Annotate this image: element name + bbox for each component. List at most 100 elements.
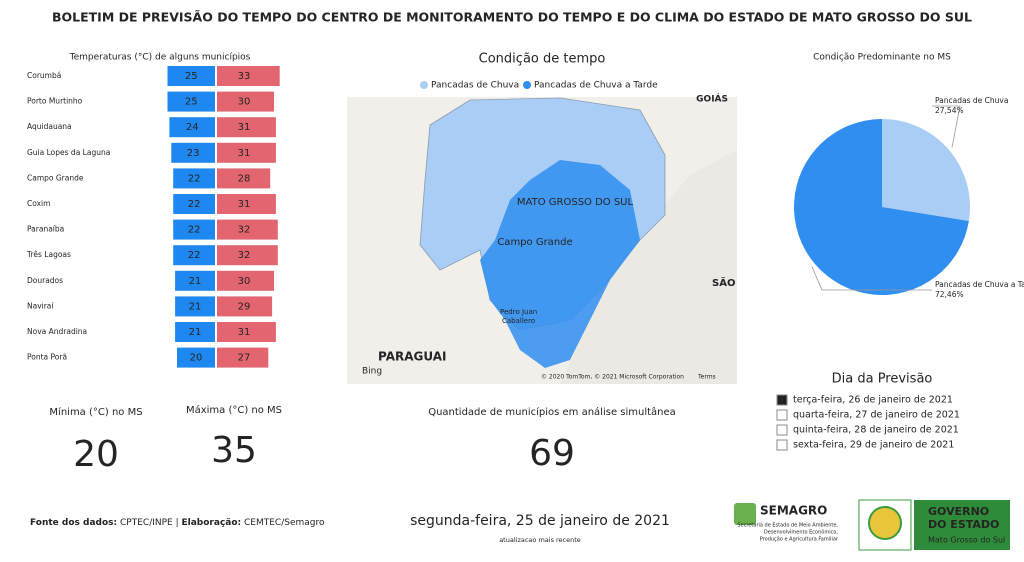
semagro-sub: Desenvolvimento Econômico, [764, 529, 839, 536]
bar [173, 168, 215, 189]
bar-label: 28 [238, 173, 251, 184]
bar [169, 117, 215, 138]
bar-label: 29 [238, 301, 251, 312]
category-label: Naviraí [27, 301, 54, 310]
category-label: Nova Andradina [27, 327, 87, 336]
kpi-value: 69 [529, 433, 575, 474]
legend-swatch [420, 81, 428, 89]
slicer-item[interactable]: quinta-feira, 28 de janeiro de 2021 [793, 425, 959, 436]
bar-label: 31 [238, 199, 251, 210]
bar-label: 22 [188, 173, 201, 184]
credit-label: Elaboração: [182, 518, 242, 528]
pie-slice [882, 119, 971, 221]
slicer-item[interactable]: terça-feira, 26 de janeiro de 2021 [793, 395, 953, 406]
credit-value: CEMTEC/Semagro [244, 518, 325, 528]
bar [217, 296, 273, 317]
map-label: Caballero [502, 317, 535, 325]
map-label: MATO GROSSO DO SUL [517, 197, 634, 208]
map-label: Pedro Juan [500, 308, 537, 316]
category-label: Dourados [27, 276, 63, 285]
footer-date: segunda-feira, 25 de janeiro de 2021 [410, 513, 670, 529]
footer-date-note: atualizacao mais recente [499, 536, 581, 544]
map-attribution: © 2020 TomTom, © 2021 Microsoft Corporat… [541, 374, 684, 381]
bar [217, 91, 274, 112]
checkbox[interactable] [776, 394, 788, 406]
slice-value: 72,46% [935, 290, 964, 299]
legend-label: Pancadas de Chuva [431, 81, 519, 91]
bar [217, 194, 276, 214]
pie-slice [794, 119, 969, 295]
leader-line [932, 105, 961, 148]
bar [173, 219, 215, 240]
bar-label: 31 [238, 122, 251, 133]
category-label: Corumbá [27, 71, 61, 80]
legend-swatch [523, 81, 531, 89]
slicer-title: Dia da Previsão [832, 372, 933, 387]
map-label: Campo Grande [497, 237, 572, 248]
category-label: Porto Murtinho [27, 97, 83, 106]
checkbox[interactable] [776, 409, 788, 421]
semagro-sub: Secretaria de Estado de Meio Ambiente, [737, 523, 838, 529]
source-label: Fonte dos dados: [30, 518, 117, 528]
gov-banner [914, 500, 1010, 550]
bar [175, 296, 215, 317]
category-label: Coxim [27, 199, 50, 208]
bar-label: 30 [238, 97, 251, 108]
category-label: Aquidauana [27, 122, 72, 131]
semagro-name: SEMAGRO [760, 504, 827, 518]
bar [217, 142, 276, 163]
legend-label: Pancadas de Chuva a Tarde [534, 81, 658, 91]
slicer-item[interactable]: quarta-feira, 27 de janeiro de 2021 [793, 410, 960, 421]
bar-title: Temperaturas (°C) de alguns municípios [69, 53, 251, 63]
semagro-sub: Produção e Agricultura Familiar [760, 537, 839, 543]
bar-label: 25 [185, 97, 198, 108]
bar [217, 322, 276, 342]
slice-label: Pancadas de Chuva [935, 96, 1008, 105]
checkbox[interactable] [776, 439, 788, 451]
map-region [480, 160, 640, 368]
bar-label: 20 [190, 353, 203, 364]
category-label: Ponta Porã [27, 353, 67, 362]
map-terms[interactable]: Terms [697, 374, 716, 381]
semagro-logo [734, 503, 756, 525]
bar-label: 27 [238, 353, 251, 364]
kpi-value: 20 [73, 434, 119, 475]
bar [217, 245, 278, 266]
kpi-label: Mínima (°C) no MS [49, 406, 142, 418]
category-label: Campo Grande [27, 173, 84, 182]
category-label: Três Lagoas [26, 250, 71, 259]
bar-label: 32 [238, 250, 251, 261]
source-value: CPTEC/INPE | [120, 518, 179, 528]
bar [175, 270, 215, 291]
gov-emblem-seal [868, 506, 902, 540]
kpi-value: 35 [211, 430, 257, 471]
checkbox[interactable] [776, 424, 788, 436]
bar-label: 21 [189, 327, 202, 338]
bar [217, 347, 269, 368]
bar [171, 142, 215, 163]
bar [217, 270, 274, 291]
bar-label: 24 [186, 122, 199, 133]
bar-label: 31 [238, 327, 251, 338]
bar [177, 347, 215, 368]
map-title: Condição de tempo [479, 52, 606, 67]
bar-label: 32 [238, 225, 251, 236]
bar-label: 25 [185, 71, 198, 82]
pie-title: Condição Predominante no MS [813, 53, 951, 63]
bar-label: 33 [238, 71, 251, 82]
category-label: Paranaíba [27, 225, 64, 234]
gov-text: GOVERNO [928, 505, 989, 518]
bar-label: 21 [189, 276, 202, 287]
map-label: GOIÁS [696, 93, 728, 105]
slice-label: Pancadas de Chuva a Tar... [935, 280, 1024, 289]
bar [217, 168, 271, 189]
bar [173, 245, 215, 266]
map-label: SÃO [712, 276, 735, 289]
bar [175, 322, 215, 342]
footer-source: Fonte dos dados: CPTEC/INPE | Elaboração… [30, 518, 325, 528]
map-label: PARAGUAI [378, 350, 446, 364]
slicer-item[interactable]: sexta-feira, 29 de janeiro de 2021 [793, 440, 954, 451]
bar-label: 22 [188, 199, 201, 210]
bar-label: 22 [188, 225, 201, 236]
